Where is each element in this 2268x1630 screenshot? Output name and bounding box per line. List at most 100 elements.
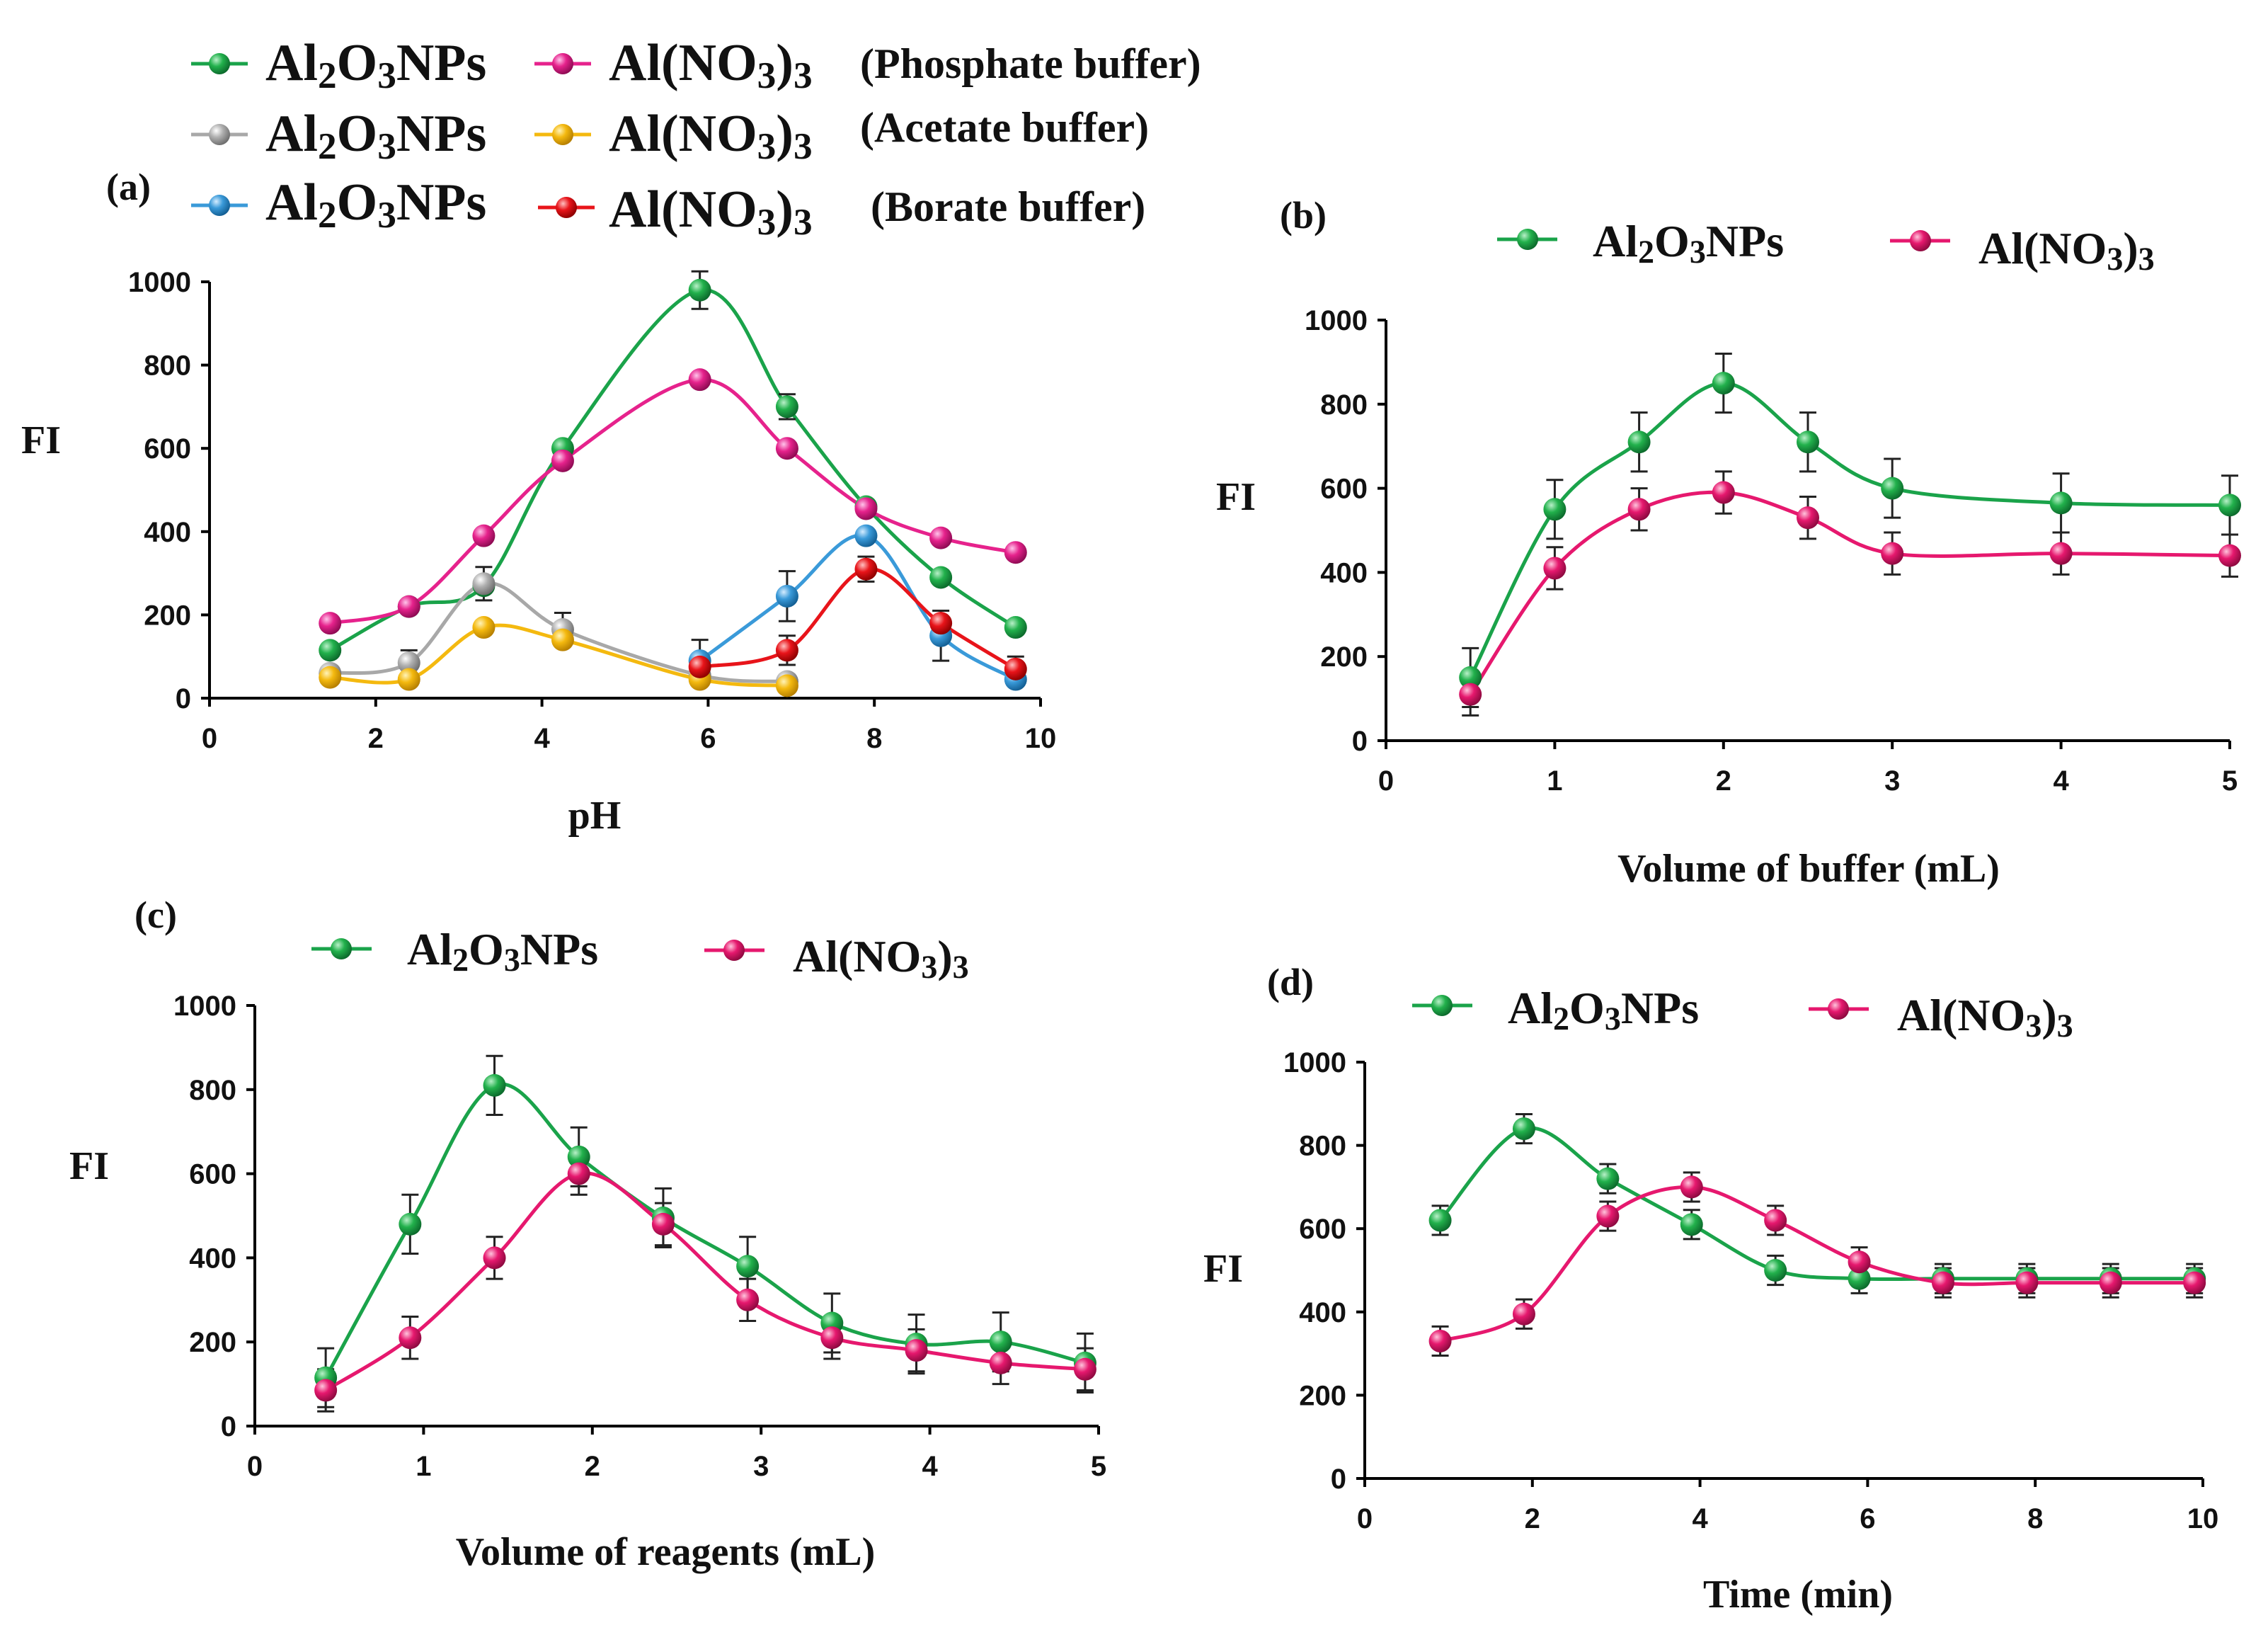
data-point [736,1255,760,1278]
data-point [929,566,953,589]
data-point [314,1379,338,1402]
legend: Al2O3NPs Al(NO3)3 [1497,216,2155,277]
data-point [472,572,496,595]
legend-marker [552,53,573,74]
panel-a: (a) Al2O3NPs Al(NO3)3 (Phosphate buffer)… [21,34,1201,838]
data-point [319,639,342,662]
data-point [1596,1204,1620,1228]
data-point [1712,372,1735,395]
data-point [736,1288,760,1311]
data-point [1596,1167,1620,1190]
data-point [319,666,342,689]
y-tick-label: 1000 [128,267,191,298]
data-point [905,1339,928,1362]
legend-row: Al2O3NPs Al(NO3)3 (Borate buffer) [191,173,1145,243]
y-axis-title: FI [1216,475,1256,519]
legend-label: Al2O3NPs [265,105,486,167]
data-point [2218,494,2241,517]
data-point [2183,1271,2206,1294]
data-point [1004,616,1027,639]
panel-b: (b) Al2O3NPs Al(NO3)3 020040060080010000… [1216,194,2241,891]
plot-area: 0 200 400 600 800 1000 0 2 4 6 8 10 [128,267,1056,754]
data-point [397,651,420,675]
y-tick-label: 1000 [1305,305,1368,336]
series-line [329,377,1016,625]
data-point [551,628,574,651]
data-point [397,595,420,618]
x-tick-label: 1 [416,1451,431,1482]
x-tick-label: 2 [1716,765,1731,797]
data-point [1004,541,1027,564]
y-tick-label: 800 [189,1075,236,1106]
data-point [1797,506,1819,530]
data-point [651,1212,675,1236]
y-tick-label: 600 [144,433,191,465]
data-point [399,1326,422,1350]
data-point [483,1246,506,1270]
legend-marker [1431,995,1453,1016]
data-point [1881,542,1904,565]
data-point [1848,1267,1871,1290]
y-tick-label: 0 [1352,726,1368,757]
x-tick-label: 0 [1378,765,1394,797]
data-point [1627,431,1651,454]
legend-label: Al(NO3)3 [609,181,813,243]
data-point [1931,1271,1954,1294]
y-tick-label: 200 [144,600,191,631]
legend-marker [209,195,230,216]
y-tick-label: 400 [144,517,191,548]
panel-label: (b) [1280,194,1327,236]
legend-label: Al2O3NPs [1593,216,1784,270]
data-point [1512,1117,1535,1141]
data-point [1543,498,1567,521]
y-axis-title: FI [1203,1247,1243,1291]
legend-marker [1828,998,1849,1020]
y-axis-title: FI [69,1144,109,1188]
x-tick-label: 8 [2027,1503,2043,1534]
data-point [1459,683,1482,706]
x-tick-label: 2 [1525,1503,1540,1534]
data-point [2015,1271,2039,1294]
legend-buffer-label: (Acetate buffer) [860,104,1149,151]
data-point [567,1162,590,1185]
data-point [775,639,798,662]
legend-label: Al(NO3)3 [1897,990,2073,1044]
data-point [1680,1175,1703,1199]
legend-label: Al(NO3)3 [609,34,813,96]
y-tick-label: 0 [176,683,191,714]
y-tick-label: 800 [1320,389,1368,421]
panel-c: (c) Al2O3NPs Al(NO3)3 020040060080010000… [69,894,1106,1574]
data-point [1459,666,1482,689]
data-point [483,1073,506,1097]
x-tick-label: 0 [1357,1503,1373,1534]
legend-marker [209,124,230,145]
legend-marker [331,938,352,959]
data-point [854,524,878,547]
data-point [567,1145,590,1168]
plot-area: 0 200 400 600 800 1000 0 1 2 3 4 5 [173,991,1106,1482]
x-tick-label: 6 [1860,1503,1875,1534]
y-tick-label: 600 [1320,474,1368,505]
x-axis-title: Time (min) [1703,1573,1893,1617]
x-tick-label: 4 [1692,1503,1708,1534]
data-point [1881,477,1904,500]
data-point [1428,1329,1452,1352]
legend-label: Al(NO3)3 [793,931,969,985]
x-tick-label: 0 [247,1451,263,1482]
series-line [1439,1185,2195,1343]
y-tick-label: 800 [1299,1131,1346,1162]
legend: Al2O3NPs Al(NO3)3 [1412,983,2073,1044]
x-tick-label: 4 [534,723,550,754]
data-point [1712,481,1735,504]
y-tick-label: 400 [189,1243,236,1274]
panel-label: (a) [106,166,151,208]
data-point [2218,544,2241,567]
data-point [688,368,711,392]
data-point [1680,1213,1703,1236]
data-point [1797,431,1819,454]
legend-marker [552,124,573,145]
y-tick-label: 400 [1299,1297,1346,1328]
x-axis-title: Volume of buffer (mL) [1617,847,2000,891]
data-point [775,674,798,697]
x-tick-label: 6 [700,723,716,754]
